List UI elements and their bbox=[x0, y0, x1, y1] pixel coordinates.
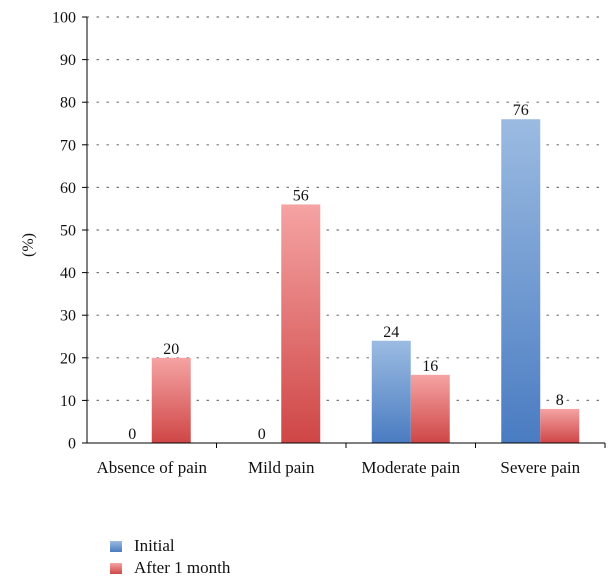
data-label: 0 bbox=[128, 426, 136, 443]
data-label: 16 bbox=[422, 358, 438, 375]
legend-swatch-after-1-month bbox=[110, 562, 122, 574]
y-tick-label: 70 bbox=[60, 137, 76, 154]
legend-item-after-1-month: After 1 month bbox=[110, 557, 230, 579]
bar bbox=[540, 408, 580, 443]
data-label: 56 bbox=[293, 187, 309, 204]
data-label: 76 bbox=[513, 102, 529, 119]
bar bbox=[281, 204, 321, 443]
data-label: 20 bbox=[163, 341, 179, 358]
y-tick-label: 30 bbox=[60, 308, 76, 325]
y-tick-label: 40 bbox=[60, 265, 76, 282]
data-label: 0 bbox=[258, 426, 266, 443]
legend-label-after-1-month: After 1 month bbox=[134, 558, 231, 577]
legend-label-initial: Initial bbox=[134, 536, 175, 555]
y-tick-label: 90 bbox=[60, 52, 76, 69]
axes bbox=[82, 16, 606, 448]
data-label: 24 bbox=[383, 324, 399, 341]
x-tick-label: Mild pain bbox=[248, 458, 315, 477]
y-tick-label: 0 bbox=[68, 436, 76, 453]
x-tick-label: Absence of pain bbox=[97, 458, 208, 477]
y-tick-label: 10 bbox=[60, 393, 76, 410]
y-tick-label: 50 bbox=[60, 223, 76, 240]
bar bbox=[151, 357, 191, 443]
bar bbox=[410, 374, 450, 443]
y-axis-label: (%) bbox=[20, 233, 37, 257]
y-tick-label: 60 bbox=[60, 180, 76, 197]
legend-swatch-initial bbox=[110, 540, 122, 552]
legend: Initial After 1 month bbox=[110, 535, 230, 579]
y-tick-label: 20 bbox=[60, 350, 76, 367]
x-tick-label: Moderate pain bbox=[361, 458, 460, 477]
data-label: 8 bbox=[556, 392, 564, 409]
y-tick-label: 80 bbox=[60, 95, 76, 112]
y-tick-label: 100 bbox=[52, 10, 76, 27]
bar bbox=[371, 340, 411, 443]
legend-item-initial: Initial bbox=[110, 535, 230, 557]
bar bbox=[501, 119, 541, 444]
bars bbox=[151, 119, 580, 444]
x-tick-label: Severe pain bbox=[500, 458, 580, 477]
